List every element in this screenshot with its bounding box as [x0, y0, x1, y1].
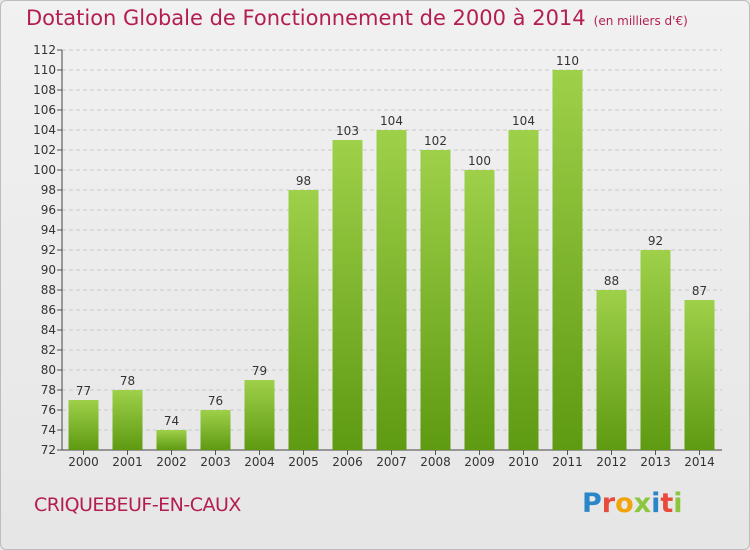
logo-letter: o: [615, 488, 634, 519]
proxiti-logo: Proxiti: [582, 488, 683, 519]
bar-value-label: 104: [512, 114, 535, 128]
logo-letter: i: [673, 488, 683, 519]
bar-value-label: 103: [336, 124, 359, 138]
bar-2003: [200, 410, 231, 450]
bar-2004: [244, 380, 275, 450]
x-tick-label: 2010: [508, 455, 539, 469]
x-tick-label: 2005: [288, 455, 319, 469]
x-tick-label: 2013: [640, 455, 671, 469]
x-tick-label: 2000: [68, 455, 99, 469]
y-tick-label: 88: [41, 283, 56, 297]
y-tick-label: 94: [41, 223, 56, 237]
y-tick-label: 100: [33, 163, 56, 177]
bar-2013: [640, 250, 671, 450]
y-tick-label: 102: [33, 143, 56, 157]
y-tick-label: 92: [41, 243, 56, 257]
bar-value-label: 74: [164, 414, 179, 428]
labels: 72 74 76 78 80 82 84 86 88 90 92 94 96 98 100 102 104 106…: [33, 43, 715, 469]
x-tick-label: 2006: [332, 455, 363, 469]
x-tick-label: 2012: [596, 455, 627, 469]
x-tick-label: 2009: [464, 455, 495, 469]
bars: [68, 70, 715, 450]
y-tick-label: 106: [33, 103, 56, 117]
logo-letter: P: [582, 488, 602, 519]
x-tick-label: 2008: [420, 455, 451, 469]
y-tick-label: 96: [41, 203, 56, 217]
bar-value-label: 110: [556, 54, 579, 68]
chart-title: Dotation Globale de Fonctionnement de 20…: [26, 6, 688, 30]
y-tick-label: 84: [41, 323, 56, 337]
y-tick-label: 76: [41, 403, 56, 417]
bar-2007: [376, 130, 407, 450]
bar-value-label: 87: [692, 284, 707, 298]
title-text: Dotation Globale de Fonctionnement de 20…: [26, 6, 586, 30]
bar-2005: [288, 190, 319, 450]
x-tick-label: 2011: [552, 455, 583, 469]
bar-value-label: 77: [76, 384, 91, 398]
y-tick-label: 112: [33, 43, 56, 57]
logo-letter: x: [633, 488, 652, 519]
y-tick-label: 78: [41, 383, 56, 397]
x-tick-label: 2001: [112, 455, 143, 469]
bar-value-label: 78: [120, 374, 135, 388]
unit-subtitle: (en milliers d'€): [593, 14, 688, 28]
bar-value-label: 102: [424, 134, 447, 148]
bar-value-label: 104: [380, 114, 403, 128]
bar-value-label: 88: [604, 274, 619, 288]
logo-letter: i: [651, 488, 661, 519]
commune-name: CRIQUEBEUF-EN-CAUX: [34, 494, 241, 516]
y-tick-label: 80: [41, 363, 56, 377]
bar-2011: [552, 70, 583, 450]
x-tick-label: 2004: [244, 455, 275, 469]
bar-value-label: 98: [296, 174, 311, 188]
y-tick-label: 108: [33, 83, 56, 97]
bar-value-label: 79: [252, 364, 267, 378]
x-tick-label: 2007: [376, 455, 407, 469]
bar-2000: [68, 400, 99, 450]
bar-2009: [464, 170, 495, 450]
y-tick-label: 82: [41, 343, 56, 357]
y-tick-label: 90: [41, 263, 56, 277]
bar-2012: [596, 290, 627, 450]
x-tick-label: 2003: [200, 455, 231, 469]
bar-2006: [332, 140, 363, 450]
y-tick-label: 72: [41, 443, 56, 457]
x-tick-label: 2014: [684, 455, 715, 469]
logo-letter: r: [601, 488, 616, 519]
bar-2010: [508, 130, 539, 450]
bar-2001: [112, 390, 143, 450]
y-tick-label: 86: [41, 303, 56, 317]
y-tick-label: 110: [33, 63, 56, 77]
y-tick-label: 98: [41, 183, 56, 197]
bar-value-label: 92: [648, 234, 663, 248]
bar-value-label: 76: [208, 394, 223, 408]
logo-letter: t: [660, 488, 674, 519]
y-tick-label: 104: [33, 123, 56, 137]
bar-2008: [420, 150, 451, 450]
y-tick-label: 74: [41, 423, 56, 437]
bar-value-label: 100: [468, 154, 491, 168]
bar-2002: [156, 430, 187, 450]
bar-2014: [684, 300, 715, 450]
x-tick-label: 2002: [156, 455, 187, 469]
